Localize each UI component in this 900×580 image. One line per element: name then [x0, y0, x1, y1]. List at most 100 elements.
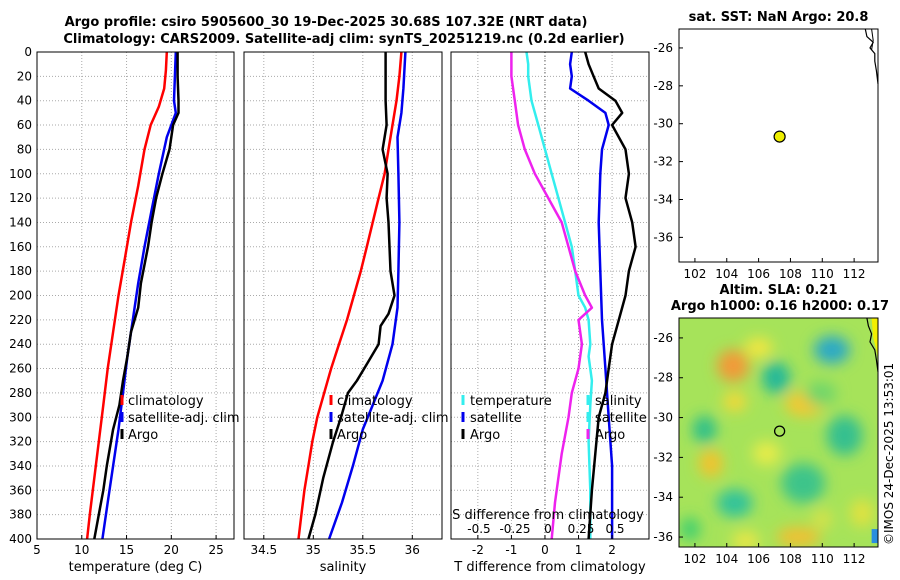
salinity-legend-label: climatology: [337, 394, 413, 409]
sla-xtick-label: 104: [715, 552, 738, 566]
sla-heatmap-blob: [776, 527, 821, 547]
salinity-series-argo: [307, 52, 396, 540]
temperature-legend-label: satellite-adj. clim: [128, 411, 240, 426]
depth-tick-label: 260: [9, 362, 32, 376]
sla-heatmap-blob: [717, 349, 750, 382]
secondary-xtick-label: -0.25: [499, 522, 530, 536]
differences-series-temperature-argo: [568, 51, 614, 539]
salinity-legend-label: satellite-adj. clim: [337, 411, 449, 426]
sla-ytick-label: -36: [653, 530, 673, 544]
sla-heatmap-blob: [752, 441, 781, 466]
depth-tick-label: 240: [9, 337, 32, 351]
sla-heatmap-clip: [679, 318, 878, 547]
diff-legend-left-label: temperature: [470, 394, 552, 409]
sla-land: [871, 318, 878, 360]
differences-frame: [450, 51, 650, 540]
series-layer: [85, 28, 879, 540]
sla-heatmap-blob: [781, 463, 826, 504]
sst-ytick-label: -34: [653, 192, 673, 206]
sst-xtick-label: 108: [779, 267, 802, 281]
differences-xtick-label: -2: [472, 543, 484, 557]
temperature-xtick-label: 10: [74, 543, 89, 557]
diff-legend-right-label: salinity: [595, 394, 642, 409]
depth-tick-label: 80: [17, 142, 32, 156]
grid-layer: [36, 51, 649, 540]
salinity-xtick-label: 35.5: [349, 543, 376, 557]
map-layer: [679, 29, 878, 547]
sst-xtick-label: 106: [747, 267, 770, 281]
differences-series-salinity-satellite: [510, 52, 594, 540]
sla-map-frame: [678, 317, 879, 548]
depth-tick-label: 160: [9, 240, 32, 254]
salinity-xtick-label: 36: [405, 543, 420, 557]
sla-ytick-label: -34: [653, 490, 673, 504]
sla-heatmap-blob: [813, 335, 850, 364]
salinity-series-satellite-adj-clim: [327, 51, 407, 540]
depth-tick-label: 320: [9, 435, 32, 449]
secondary-xtick-label: 0.5: [605, 522, 624, 536]
depth-tick-label: 60: [17, 118, 32, 132]
depth-tick-label: 360: [9, 483, 32, 497]
sst-float-marker: [773, 130, 786, 143]
sla-ytick-label: -32: [653, 450, 673, 464]
sst-coastline: [864, 28, 879, 84]
sst-xtick-label: 102: [683, 267, 706, 281]
axes-layer: [36, 28, 879, 548]
secondary-xtick-label: -0.5: [467, 522, 490, 536]
salinity-xtick-label: 35: [306, 543, 321, 557]
diff-legend-right-label: satellite: [595, 411, 647, 426]
sla-map-title-line1: Altim. SLA: 0.21: [719, 283, 838, 298]
depth-tick-label: 180: [9, 264, 32, 278]
imos-watermark: ©IMOS 24-Dec-2025 13:53:01: [882, 363, 896, 545]
sst-xtick-label: 104: [715, 267, 738, 281]
depth-tick-label: 140: [9, 215, 32, 229]
temperature-legend-label: climatology: [128, 394, 204, 409]
sla-heatmap-blob: [812, 509, 833, 530]
depth-tick-label: 40: [17, 94, 32, 108]
secondary-xtick-label: 0.25: [568, 522, 595, 536]
sst-ytick-label: -36: [653, 230, 673, 244]
sla-coastline: [866, 317, 879, 372]
sla-heatmap-blob: [826, 415, 863, 456]
sla-heatmap-blob: [722, 391, 747, 412]
sst-ytick-label: -26: [653, 41, 673, 55]
secondary-xlabel: S difference from climatology: [452, 508, 644, 523]
depth-tick-label: 100: [9, 167, 32, 181]
depth-tick-label: 340: [9, 459, 32, 473]
sst-map-title: sat. SST: NaN Argo: 20.8: [688, 10, 869, 25]
sst-map-frame: [678, 28, 879, 263]
differences-xtick-label: 1: [575, 543, 583, 557]
temperature-xlabel: temperature (deg C): [69, 560, 203, 575]
sla-heatmap-blob: [850, 499, 875, 528]
temperature-xtick-label: 25: [208, 543, 223, 557]
salinity-frame: [243, 51, 443, 540]
depth-tick-label: 20: [17, 69, 32, 83]
sst-map-background: [679, 29, 878, 262]
differences-xlabel: T difference from climatology: [453, 560, 646, 575]
temperature-xtick-label: 20: [164, 543, 179, 557]
temperature-legend-label: Argo: [128, 428, 158, 443]
depth-tick-label: 280: [9, 386, 32, 400]
sla-heatmap-blob: [804, 381, 837, 406]
depth-tick-label: 0: [24, 45, 32, 59]
differences-xtick-label: 0: [541, 543, 549, 557]
temperature-xtick-label: 5: [33, 543, 41, 557]
depth-tick-label: 400: [9, 532, 32, 546]
sst-xtick-label: 110: [811, 267, 834, 281]
sst-xtick-label: 112: [843, 267, 866, 281]
sla-ytick-label: -28: [653, 371, 673, 385]
sla-xtick-label: 110: [811, 552, 834, 566]
salinity-xtick-label: 34.5: [250, 543, 277, 557]
sla-heatmap-blob: [716, 489, 753, 518]
sla-ytick-label: -30: [653, 411, 673, 425]
depth-tick-label: 200: [9, 289, 32, 303]
salinity-legend-label: Argo: [337, 428, 367, 443]
sla-heatmap-blob: [762, 361, 791, 394]
sla-float-marker: [773, 425, 786, 437]
sla-xtick-label: 106: [747, 552, 770, 566]
differences-series-salinity-argo: [583, 51, 637, 540]
sla-xtick-label: 102: [683, 552, 706, 566]
figure-title-line1: Argo profile: csiro 5905600_30 19-Dec-20…: [64, 15, 588, 30]
sst-ytick-label: -32: [653, 155, 673, 169]
